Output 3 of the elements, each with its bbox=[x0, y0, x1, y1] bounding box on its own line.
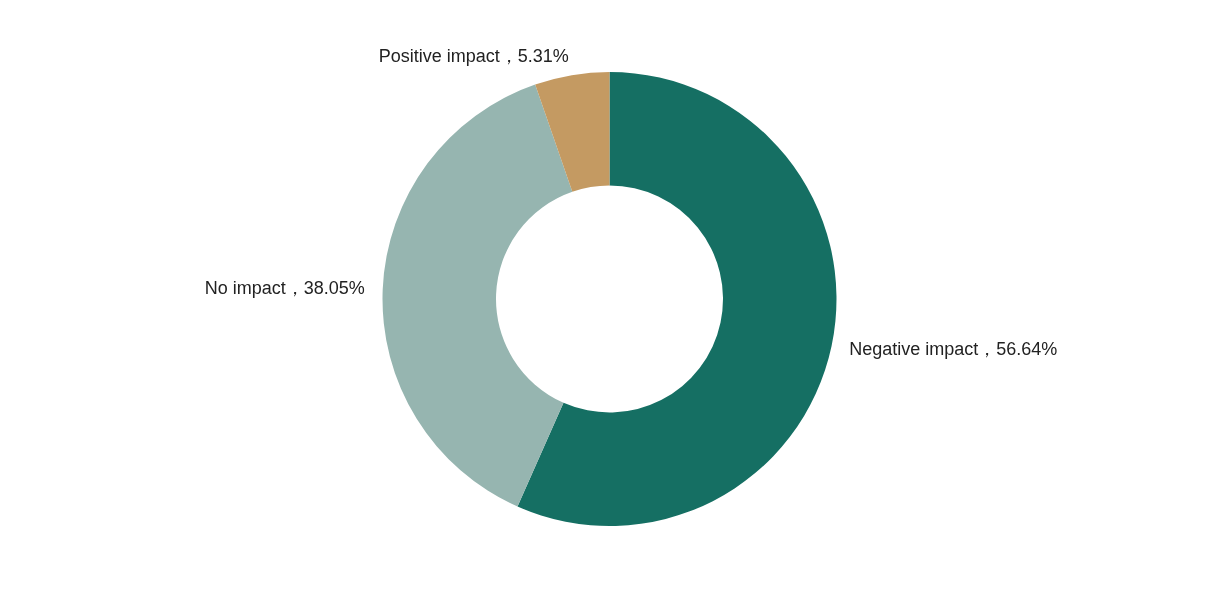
slice-label: Negative impact，56.64% bbox=[849, 338, 1058, 359]
slice-label: No impact，38.05% bbox=[204, 277, 365, 298]
slice-label: Positive impact，5.31% bbox=[378, 46, 569, 67]
